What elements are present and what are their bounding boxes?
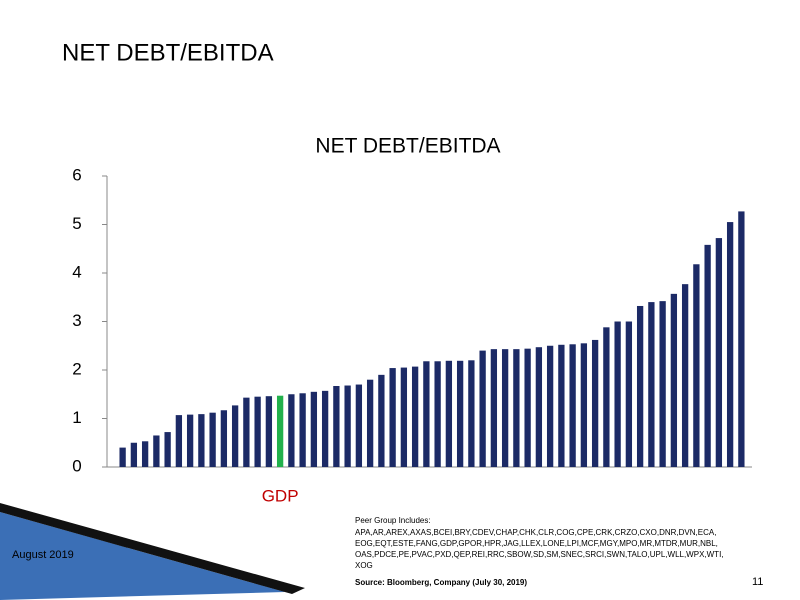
bar xyxy=(726,222,734,467)
decoration xyxy=(0,503,305,594)
bar xyxy=(186,414,194,467)
bar xyxy=(513,349,520,467)
bar xyxy=(141,441,149,467)
decoration xyxy=(0,512,285,600)
bar xyxy=(501,349,509,467)
bar xyxy=(625,321,633,467)
bar xyxy=(321,390,329,467)
peer-list-line: XOG xyxy=(355,561,373,570)
y-tick-label: 4 xyxy=(72,262,81,281)
bar xyxy=(344,385,351,467)
bar xyxy=(479,350,486,467)
bar xyxy=(231,405,239,467)
bar xyxy=(378,374,385,467)
x-tick-label: GDP xyxy=(262,486,299,505)
bar xyxy=(243,397,250,467)
bar xyxy=(130,442,138,467)
bar xyxy=(434,361,441,467)
slide-title: NET DEBT/EBITDA xyxy=(62,39,274,66)
bar xyxy=(715,238,723,467)
bar xyxy=(220,410,228,467)
bar xyxy=(355,384,363,467)
bar xyxy=(423,361,430,467)
y-tick-label: 1 xyxy=(72,408,81,427)
bar xyxy=(198,414,205,467)
bar xyxy=(411,366,419,467)
bar xyxy=(490,349,498,467)
bar xyxy=(535,347,543,467)
chart-title: NET DEBT/EBITDA xyxy=(315,135,500,158)
bar xyxy=(288,394,295,467)
bar xyxy=(276,395,284,467)
bar xyxy=(670,293,678,467)
bar xyxy=(400,367,408,467)
y-tick-label: 6 xyxy=(72,165,81,184)
bar xyxy=(569,344,576,467)
y-tick-label: 5 xyxy=(72,214,81,233)
bar xyxy=(299,393,306,467)
bar xyxy=(636,305,644,467)
bar xyxy=(209,412,216,467)
bar xyxy=(468,360,475,467)
bar xyxy=(659,301,666,467)
bar xyxy=(164,432,171,467)
bar xyxy=(614,321,621,467)
bar xyxy=(681,284,689,467)
bar xyxy=(310,391,318,467)
peer-list-line: OAS,PDCE,PE,PVAC,PXD,QEP,REI,RRC,SBOW,SD… xyxy=(355,550,724,559)
page-number: 11 xyxy=(752,576,763,588)
bar xyxy=(603,327,610,467)
bar xyxy=(456,360,464,467)
peer-heading: Peer Group Includes: xyxy=(355,516,431,525)
bar xyxy=(119,447,126,467)
y-tick-label: 2 xyxy=(72,359,81,378)
y-tick-label: 0 xyxy=(72,456,81,475)
bar xyxy=(693,264,700,467)
bar xyxy=(175,415,183,467)
bar xyxy=(445,360,453,467)
bar xyxy=(738,211,745,467)
peer-list-line: EOG,EQT,ESTE,FANG,GDP,GPOR,HPR,JAG,LLEX,… xyxy=(355,539,718,548)
bar xyxy=(580,343,588,467)
bar xyxy=(366,379,374,467)
bar xyxy=(558,344,565,467)
bar xyxy=(524,348,531,467)
footer-date: August 2019 xyxy=(12,549,74,561)
bar xyxy=(704,244,711,467)
y-tick-label: 3 xyxy=(72,311,81,330)
bar xyxy=(591,339,599,467)
bar xyxy=(265,396,273,467)
bar xyxy=(546,345,554,467)
bar xyxy=(389,368,396,467)
bar xyxy=(254,396,261,467)
peer-list-line: APA,AR,AREX,AXAS,BCEI,BRY,CDEV,CHAP,CHK,… xyxy=(355,528,716,537)
source: Source: Bloomberg, Company (July 30, 201… xyxy=(355,578,527,587)
bar xyxy=(648,302,655,467)
bar xyxy=(153,435,160,467)
bar xyxy=(333,386,340,467)
